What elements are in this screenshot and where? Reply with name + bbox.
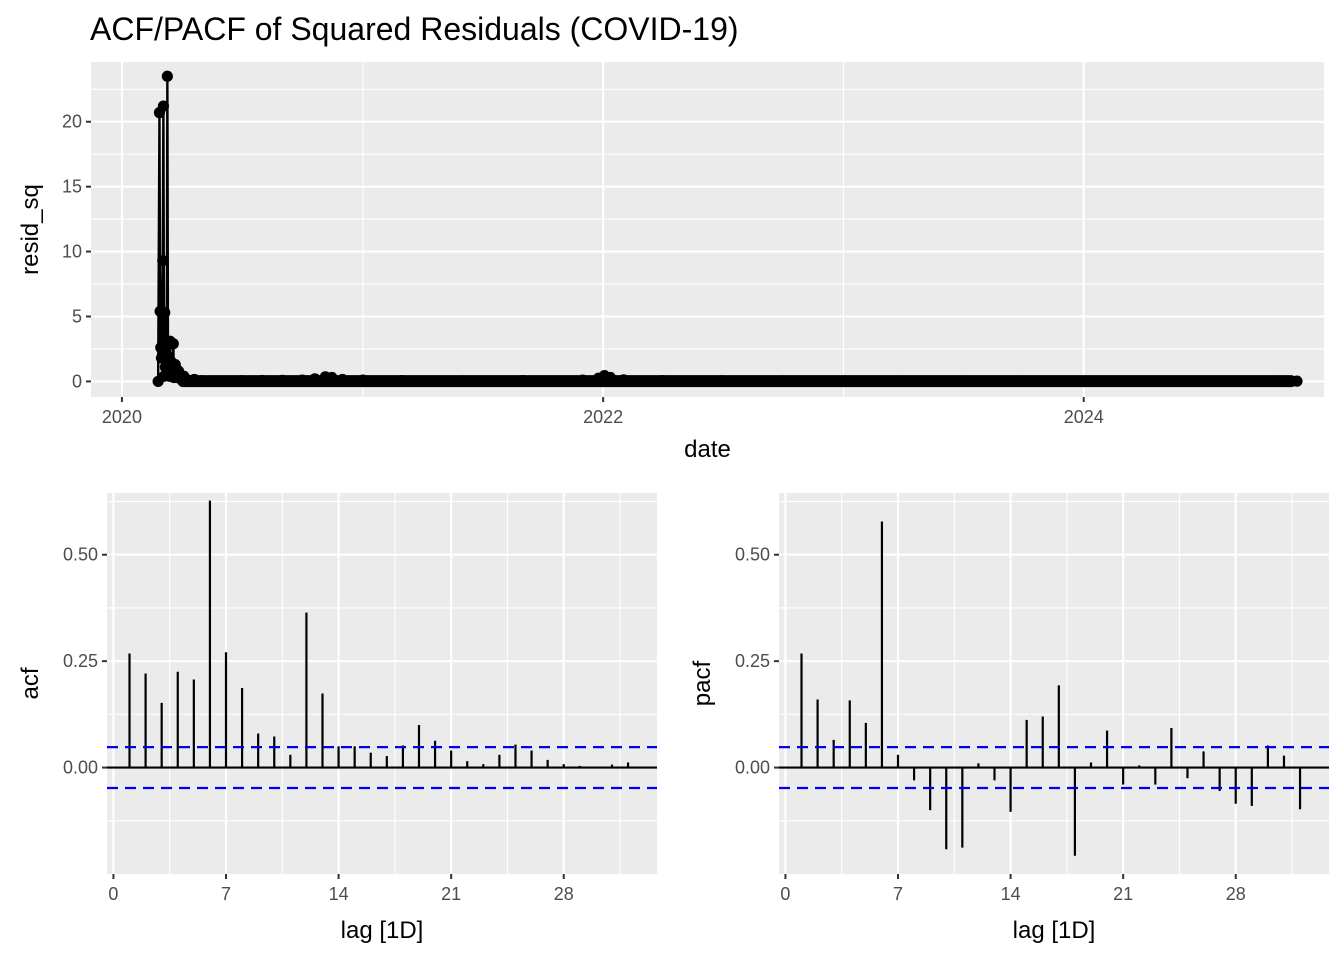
y-tick-label: 0	[72, 371, 82, 391]
x-tick-label: 2024	[1064, 407, 1104, 427]
data-point	[1258, 375, 1270, 387]
data-point	[357, 374, 369, 386]
data-point	[656, 375, 669, 387]
data-marks	[107, 500, 657, 790]
data-point	[216, 375, 228, 387]
y-tick-label: 5	[72, 306, 82, 326]
x-axis-label: date	[684, 436, 731, 463]
data-point	[256, 374, 268, 387]
data-point	[236, 375, 248, 387]
data-point	[336, 373, 349, 386]
x-tick-label: 0	[780, 884, 790, 904]
x-axis-label: lag [1D]	[1013, 917, 1096, 944]
x-tick-label: 21	[1113, 884, 1133, 904]
y-tick-label: 10	[62, 242, 82, 262]
dense-point-band	[177, 375, 1298, 388]
x-tick-label: 21	[441, 884, 461, 904]
x-axis-label: lag [1D]	[341, 917, 424, 944]
data-marks	[779, 521, 1329, 856]
y-tick-label: 0.50	[63, 545, 98, 565]
y-tick-label: 15	[62, 177, 82, 197]
pacf-plot: 0.00 0.25 0.50 0 7 14 21 28 lag [1D] pacf	[689, 493, 1329, 944]
y-axis-label: acf	[17, 667, 44, 699]
data-point	[157, 255, 169, 267]
plot-panel	[779, 493, 1329, 874]
y-axis-label: pacf	[689, 660, 716, 706]
data-point	[296, 374, 308, 386]
chart-title: ACF/PACF of Squared Residuals (COVID-19)	[90, 11, 739, 47]
x-tick-label: 2022	[583, 407, 623, 427]
y-tick-label: 0.25	[63, 651, 98, 671]
data-point	[897, 375, 909, 387]
plot-panel	[91, 62, 1324, 397]
data-point	[456, 375, 468, 387]
x-tick-label: 7	[893, 884, 903, 904]
data-point	[161, 70, 173, 82]
data-point	[956, 375, 969, 387]
data-point	[837, 375, 850, 387]
acf-plot: 0.00 0.25 0.50 0 7 14 21 28 lag [1D] acf	[17, 493, 657, 944]
data-point	[159, 307, 171, 319]
x-tick-label: 28	[554, 884, 574, 904]
data-point	[1138, 375, 1150, 387]
y-tick-label: 0.00	[735, 758, 770, 778]
x-tick-label: 14	[329, 884, 349, 904]
data-point	[195, 375, 208, 387]
y-tick-label: 0.25	[735, 651, 770, 671]
data-point	[309, 373, 321, 385]
data-point	[326, 371, 338, 384]
data-point	[1197, 375, 1210, 387]
data-marks	[152, 70, 1303, 388]
data-point	[716, 375, 728, 387]
axes: 0.00 0.25 0.50 0 7 14 21 28	[735, 545, 1246, 904]
data-point	[1017, 375, 1029, 387]
data-point	[167, 338, 179, 350]
data-point	[1078, 375, 1090, 387]
axes: 0.00 0.25 0.50 0 7 14 21 28	[63, 545, 574, 904]
data-point	[157, 100, 170, 112]
data-point	[396, 375, 408, 387]
gridlines	[91, 62, 1326, 397]
data-point	[1291, 375, 1303, 387]
data-point	[617, 374, 630, 386]
data-point	[517, 375, 529, 387]
y-tick-label: 0.00	[63, 758, 98, 778]
data-point	[276, 374, 289, 386]
x-tick-label: 14	[1001, 884, 1021, 904]
y-axis-label: resid_sq	[17, 184, 44, 275]
x-tick-label: 0	[108, 884, 118, 904]
y-tick-label: 20	[62, 112, 82, 132]
x-tick-label: 7	[221, 884, 231, 904]
data-point	[777, 375, 789, 387]
data-point	[577, 374, 589, 386]
y-tick-label: 0.50	[735, 545, 770, 565]
data-point	[604, 371, 617, 384]
x-tick-label: 2020	[102, 407, 142, 427]
x-tick-label: 28	[1226, 884, 1246, 904]
plot-panel	[107, 493, 657, 874]
